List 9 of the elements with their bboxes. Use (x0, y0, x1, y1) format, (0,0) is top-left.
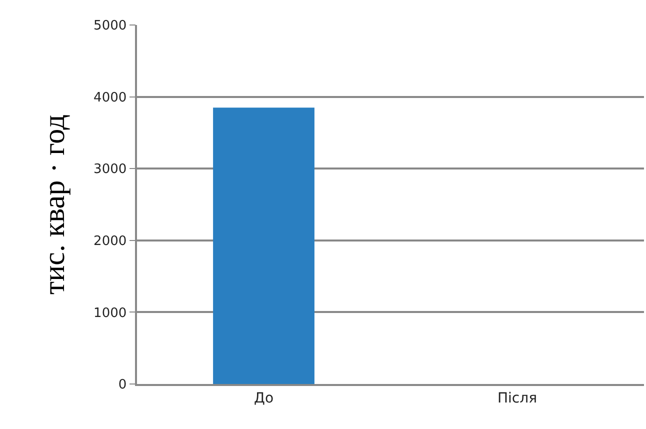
x-tick-label: Після (498, 390, 537, 407)
y-tick-label: 4000 (94, 90, 127, 106)
y-tick-label: 3000 (94, 162, 127, 178)
y-tick-label: 5000 (94, 18, 127, 34)
y-tick-label: 0 (118, 378, 127, 393)
y-tick-label: 1000 (94, 306, 127, 321)
y-axis-title: тис. квар · год (38, 114, 72, 295)
x-tick-label: До (254, 390, 274, 407)
y-tick-label: 2000 (94, 234, 127, 249)
